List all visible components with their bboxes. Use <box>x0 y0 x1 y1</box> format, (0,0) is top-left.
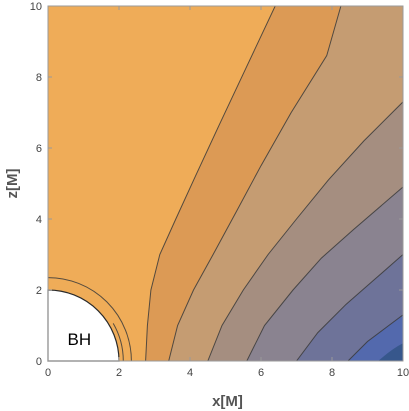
contour-line <box>145 6 276 361</box>
contour-lines <box>145 6 403 361</box>
contour-line <box>296 254 403 361</box>
contour-band <box>348 314 403 361</box>
bh-label: BH <box>68 330 92 349</box>
x-axis-label: x[M] <box>212 393 243 410</box>
inner-contour-arc <box>47 277 132 362</box>
y-tick-label: 4 <box>36 214 42 226</box>
x-tick-label: 10 <box>397 367 409 379</box>
contour-bands <box>48 6 403 361</box>
x-tick-label: 0 <box>45 367 51 379</box>
y-tick-label: 6 <box>36 143 42 155</box>
y-tick-label: 0 <box>36 356 42 368</box>
y-tick-label: 2 <box>36 285 42 297</box>
y-tick-label: 8 <box>36 72 42 84</box>
x-axis-ticks: 0 2 4 6 8 10 <box>45 6 409 379</box>
black-hole-horizon <box>47 277 132 362</box>
contour-line <box>207 101 403 361</box>
plot-frame <box>47 5 404 362</box>
y-tick-label: 10 <box>30 1 42 13</box>
y-axis-label: z[M] <box>4 169 21 199</box>
inner-contour-arc <box>112 323 124 362</box>
contour-line <box>168 6 342 361</box>
contour-line <box>246 186 403 361</box>
x-tick-label: 6 <box>258 367 264 379</box>
contour-line <box>347 314 403 361</box>
contour-band <box>378 343 403 361</box>
x-tick-label: 2 <box>116 367 122 379</box>
x-tick-label: 8 <box>329 367 335 379</box>
y-axis-ticks: 0 2 4 6 8 10 <box>30 1 403 368</box>
x-tick-label: 4 <box>187 367 193 379</box>
horizon-disk <box>47 289 120 362</box>
